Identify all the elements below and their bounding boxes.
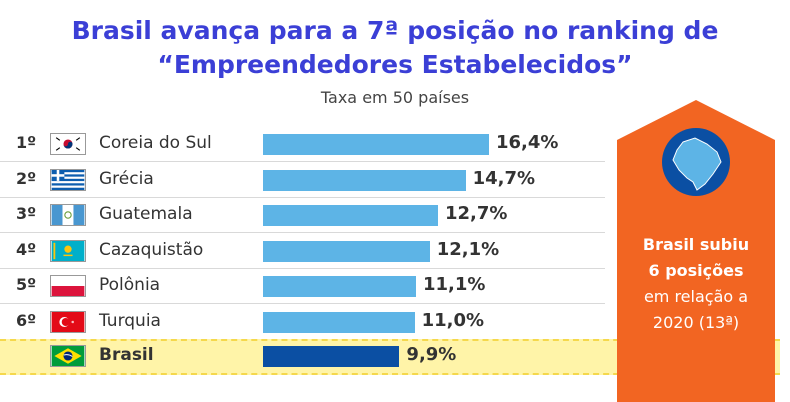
callout-text: Brasil subiu 6 posições em relação a 202…: [617, 232, 775, 336]
callout-line3: em relação a: [643, 287, 749, 306]
chart-row: Brasil 9,9%: [0, 339, 605, 374]
row-divider: [0, 232, 605, 234]
country-label: Brasil: [99, 345, 154, 365]
row-divider: [0, 267, 605, 269]
value-label: 9,9%: [406, 344, 457, 365]
poland-flag-icon: [50, 275, 86, 298]
kazakhstan-flag-icon: [50, 239, 86, 262]
callout-badge: [617, 100, 775, 402]
country-label: Grécia: [99, 168, 154, 189]
south-korea-flag-icon: [50, 133, 86, 155]
chart-title-line1: Brasil avança para a 7ª posição no ranki…: [71, 16, 719, 45]
bar: [263, 346, 400, 367]
country-label: Guatemala: [99, 204, 193, 225]
bar: [263, 276, 416, 298]
chart-row: 6º Turquia 11,0%: [0, 305, 605, 340]
greece-flag-icon: [50, 168, 86, 191]
chart-title-line2: “Empreendedores Estabelecidos”: [157, 50, 633, 79]
bar: [263, 169, 466, 191]
chart-row: 1º Coreia do Sul 16,4%: [0, 127, 605, 162]
bar: [263, 240, 430, 262]
value-label: 14,7%: [472, 167, 536, 189]
callout-line1: Brasil subiu: [642, 235, 750, 254]
country-label: Coreia do Sul: [99, 133, 212, 153]
value-label: 11,0%: [421, 310, 485, 331]
country-label: Polônia: [99, 275, 161, 296]
guatemala-flag-icon: [50, 204, 86, 227]
rank-label: 3º: [16, 204, 37, 224]
row-divider: [0, 161, 605, 162]
rank-label: 1º: [16, 133, 37, 152]
country-label: Turquia: [99, 311, 161, 331]
rank-label: 5º: [16, 275, 37, 295]
value-label: 16,4%: [496, 132, 559, 153]
callout-line2: 6 posições: [648, 261, 744, 280]
bar: [263, 312, 415, 333]
ranking-chart: 1º Coreia do Sul 16,4% 2º Grécia 14,7% 3º Guate…: [0, 132, 605, 367]
bar: [263, 134, 489, 155]
brazil-map-icon: [662, 128, 730, 196]
rank-label: 2º: [16, 168, 37, 188]
rank-label: 6º: [16, 311, 37, 330]
row-divider: [0, 303, 605, 305]
chart-subtitle: Taxa em 50 países: [320, 88, 470, 107]
value-label: 12,1%: [436, 238, 500, 260]
row-divider: [0, 196, 605, 198]
value-label: 12,7%: [445, 203, 508, 225]
bar: [263, 205, 438, 227]
brazil-flag-icon: [50, 345, 86, 367]
chart-row: 2º Grécia 14,7%: [0, 163, 605, 198]
chart-row: 5º Polônia 11,1%: [0, 269, 605, 305]
value-label: 11,1%: [422, 274, 486, 296]
rank-label: 4º: [16, 239, 37, 259]
turkey-flag-icon: [50, 311, 86, 333]
chart-row: 3º Guatemala 12,7%: [0, 198, 605, 234]
country-label: Cazaquistão: [99, 239, 204, 260]
callout-line4: 2020 (13ª): [652, 313, 740, 332]
chart-row: 4º Cazaquistão 12,1%: [0, 234, 605, 269]
